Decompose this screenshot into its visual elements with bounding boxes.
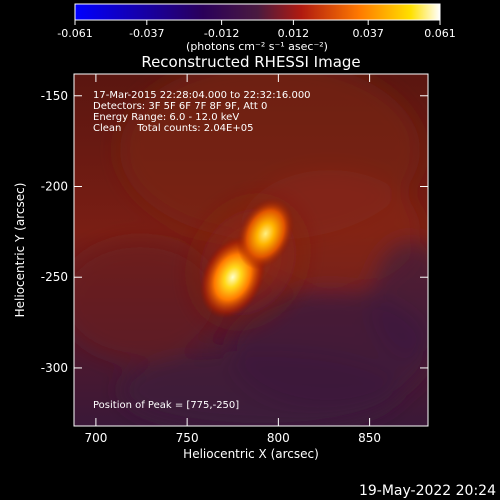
- y-tick-label: -200: [41, 179, 68, 193]
- colorbar-tick-label: 0.037: [352, 27, 384, 40]
- colorbar-ticks: -0.061 -0.037 -0.012 0.012 0.037 0.061: [57, 20, 456, 40]
- annotation-time-range: 17-Mar-2015 22:28:04.000 to 22:32:16.000: [93, 90, 311, 101]
- x-axis-label: Heliocentric X (arcsec): [183, 447, 319, 461]
- y-axis-ticks: -150 -200 -250 -300: [41, 89, 428, 375]
- colorbar-tick-label: 0.061: [424, 27, 456, 40]
- colorbar: -0.061 -0.037 -0.012 0.012 0.037 0.061 (photo…: [57, 3, 456, 53]
- annotation-detectors: Detectors: 3F 5F 6F 7F 8F 9F, Att 0: [93, 101, 267, 112]
- colorbar-tick-label: -0.061: [57, 27, 92, 40]
- chart-title: Reconstructed RHESSI Image: [141, 53, 360, 71]
- y-tick-label: -250: [41, 270, 68, 284]
- y-tick-label: -300: [41, 361, 68, 375]
- colorbar-unit-label: (photons cm⁻² s⁻¹ asec⁻²): [186, 40, 328, 53]
- x-tick-label: 750: [176, 431, 199, 445]
- x-tick-label: 700: [84, 431, 107, 445]
- x-axis-ticks: 700 750 800 850: [84, 74, 381, 445]
- y-axis-label: Heliocentric Y (arcsec): [13, 183, 27, 318]
- annotation-clean-counts: Clean Total counts: 2.04E+05: [93, 123, 253, 134]
- annotations: 17-Mar-2015 22:28:04.000 to 22:32:16.000…: [93, 90, 311, 411]
- colorbar-tick-label: -0.037: [129, 27, 164, 40]
- colorbar-gradient: [74, 3, 441, 21]
- annotation-peak-position: Position of Peak = [775,-250]: [93, 400, 239, 411]
- colorbar-tick-label: -0.012: [204, 27, 239, 40]
- footer-date: 19-May-2022 20:24: [359, 483, 496, 499]
- x-tick-label: 850: [358, 431, 381, 445]
- emission-source-1: [236, 197, 295, 270]
- sources-layer: [199, 197, 295, 319]
- y-tick-label: -150: [41, 89, 68, 103]
- colorbar-tick-label: 0.012: [278, 27, 310, 40]
- annotation-energy-range: Energy Range: 6.0 - 12.0 keV: [93, 112, 239, 123]
- heatmap-image: [74, 74, 428, 426]
- plot-frame: [73, 73, 429, 427]
- x-tick-label: 800: [267, 431, 290, 445]
